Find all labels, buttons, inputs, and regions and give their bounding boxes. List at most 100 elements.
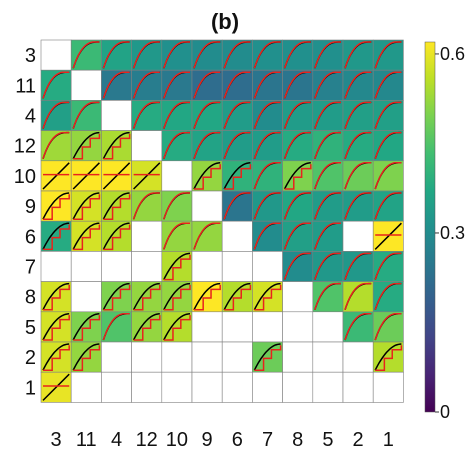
cdf-step [344, 131, 372, 160]
heatmap-cell [312, 281, 344, 313]
heatmap-cell [372, 220, 404, 252]
cell-fill [282, 371, 314, 403]
heatmap-cell [282, 190, 314, 222]
heatmap-cell [40, 281, 72, 313]
heatmap-cell [342, 130, 374, 162]
heatmap-cell [221, 69, 253, 101]
heatmap-cell [161, 100, 193, 131]
cdf-step [103, 284, 131, 311]
heatmap-cell [191, 100, 223, 131]
cell-fill [131, 341, 163, 373]
heatmap-cell [191, 341, 223, 373]
heatmap-cell [372, 100, 404, 131]
cdf-step [72, 41, 100, 69]
cell-fill [131, 311, 163, 343]
heatmap-cell [101, 251, 132, 282]
cell-fill [40, 39, 72, 71]
cdf-curve [374, 222, 402, 250]
heatmap-cell [131, 100, 163, 131]
cdf-curve [193, 162, 221, 190]
cdf-step [283, 101, 311, 129]
cdf-step [253, 101, 281, 129]
heatmap-cell [282, 251, 314, 282]
heatmap-cell [191, 130, 223, 162]
heatmap-cell [161, 220, 193, 252]
heatmap-cell [221, 220, 253, 252]
cdf-curve [102, 192, 130, 220]
row-label: 3 [25, 45, 36, 67]
heatmap-cell [372, 160, 404, 192]
heatmap-cell [372, 130, 404, 162]
heatmap-cell [282, 371, 314, 403]
cell-fill [191, 311, 223, 343]
heatmap-cell [252, 190, 283, 222]
heatmap-cell [342, 311, 374, 343]
heatmap-cell [101, 220, 132, 252]
cdf-curve [42, 373, 70, 401]
cdf-step [72, 101, 100, 129]
heatmap-cell [101, 160, 132, 192]
cdf-step [133, 315, 161, 341]
cell-fill [101, 371, 132, 403]
cdf-curve [42, 313, 70, 341]
cdf-step [163, 192, 190, 220]
row-labels: 3 11 4 12 10 9 6 7 8 5 2 1 [14, 45, 36, 399]
cdf-step [253, 71, 281, 99]
heatmap-cell [40, 220, 72, 252]
cdf-step [314, 252, 341, 280]
heatmap-cell [312, 371, 344, 403]
heatmap-cell [282, 69, 314, 101]
heatmap-cell [312, 100, 344, 131]
cell-fill [131, 371, 163, 403]
column-label: 9 [202, 429, 213, 451]
heatmap-cell [342, 39, 374, 71]
heatmap-cell [161, 190, 193, 222]
heatmap-cell [40, 69, 72, 101]
heatmap-cell [70, 251, 102, 282]
cell-fill [221, 341, 253, 373]
heatmap-cell [40, 371, 72, 403]
cdf-step [43, 284, 70, 311]
cell-fill [252, 281, 283, 313]
cdf-curve [42, 343, 70, 371]
cdf-step [102, 41, 130, 69]
cell-fill [312, 160, 344, 192]
heatmap-cell [372, 190, 404, 222]
cdf-curve [42, 162, 70, 190]
heatmap-cell [131, 160, 163, 192]
cell-fill [70, 130, 102, 162]
cdf-curve [163, 282, 191, 311]
row-label: 5 [25, 317, 36, 339]
colorbar-tick-label: 0.6 [440, 44, 465, 64]
cdf-curve [42, 222, 70, 250]
heatmap-cell [131, 371, 163, 403]
cell-fill [70, 69, 102, 101]
heatmap-cell [70, 39, 102, 71]
cell-fill [252, 341, 283, 373]
heatmap-cell [342, 220, 374, 252]
cdf-step [132, 101, 160, 129]
column-label: 8 [292, 429, 303, 451]
cdf-step [253, 192, 281, 220]
heatmap-cell [252, 281, 283, 313]
cell-fill [131, 251, 163, 282]
cdf-step [254, 345, 282, 371]
cdf-step [344, 71, 372, 99]
cell-fill [342, 371, 374, 403]
cell-fill [221, 311, 253, 343]
cdf-step [283, 192, 311, 220]
cell-fill [312, 311, 344, 343]
cdf-step [374, 41, 402, 69]
heatmap-cell [131, 251, 163, 282]
heatmap-cell [101, 341, 132, 373]
cdf-step [374, 313, 402, 341]
cdf-step [283, 252, 311, 280]
column-label: 4 [111, 429, 122, 451]
cell-fill [131, 281, 163, 313]
heatmap-cell [252, 39, 283, 71]
cdf-step [43, 345, 70, 371]
cell-fill [221, 371, 253, 403]
cdf-curve [72, 162, 100, 190]
heatmap-cell [101, 130, 132, 162]
heatmap-cell [191, 190, 223, 222]
